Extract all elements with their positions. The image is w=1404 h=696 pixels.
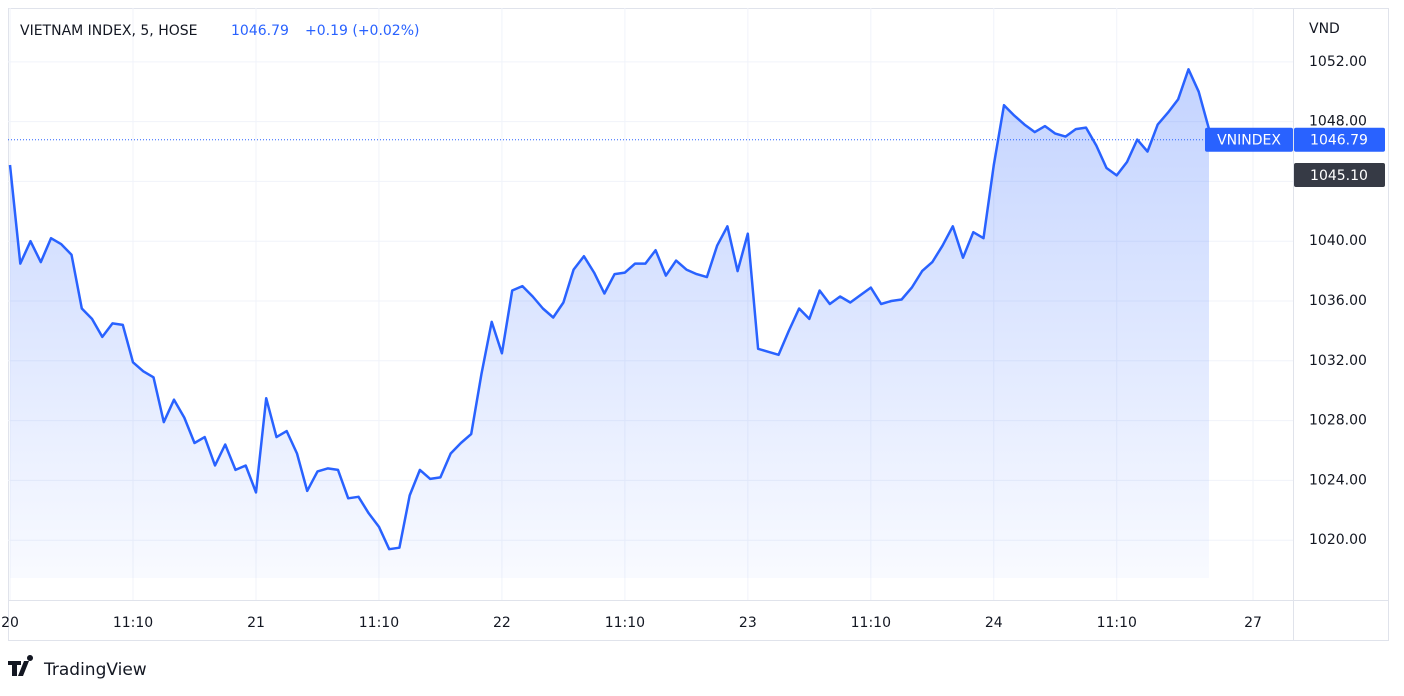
brand-name: TradingView	[43, 660, 147, 680]
x-tick-label: 11:10	[359, 615, 399, 631]
y-tick-label: 1024.00	[1309, 472, 1367, 488]
brand-logo	[8, 654, 34, 676]
legend-header: VIETNAM INDEX, 5, HOSE 1046.79 +0.19 (+0…	[20, 23, 419, 39]
plot	[8, 68, 1211, 579]
chart-title: VIETNAM INDEX, 5, HOSE	[20, 23, 198, 39]
y-axis-label: VND	[1309, 21, 1340, 37]
x-tick-label: 27	[1244, 615, 1262, 631]
last-price: 1046.79	[231, 23, 289, 39]
x-tick-label: 11:10	[605, 615, 645, 631]
y-tick-label: 1032.00	[1309, 353, 1367, 369]
x-tick-label: 11:10	[1097, 615, 1137, 631]
y-tick-label: 1040.00	[1309, 233, 1367, 249]
x-tick-label: 11:10	[851, 615, 891, 631]
x-tick-label: 24	[985, 615, 1003, 631]
y-tick-label: 1036.00	[1309, 293, 1367, 309]
price-line	[8, 68, 1211, 551]
x-tick-label: 20	[1, 615, 19, 631]
price-tag	[1294, 162, 1385, 187]
y-tick-label: 1048.00	[1309, 114, 1367, 130]
x-tick-label: 21	[247, 615, 265, 631]
price-tags: 1046.79 VNINDEX 1045.10	[8, 127, 1385, 187]
y-tick-label: 1020.00	[1309, 532, 1367, 548]
price-tag-label: 1046.79	[1310, 133, 1368, 149]
price-tag	[1294, 127, 1385, 152]
x-tick-label: 23	[739, 615, 757, 631]
y-tick-label: 1028.00	[1309, 413, 1367, 429]
brand[interactable]: TradingView	[8, 654, 147, 680]
price-tag-label: 1045.10	[1310, 168, 1368, 184]
price-change: +0.19 (+0.02%)	[305, 23, 419, 39]
x-tick-label: 22	[493, 615, 511, 631]
area-fill	[10, 69, 1209, 579]
series-tag-label: VNINDEX	[1217, 133, 1281, 149]
y-tick-label: 1052.00	[1309, 54, 1367, 70]
x-tick-label: 11:10	[113, 615, 153, 631]
series-tag	[1205, 127, 1293, 152]
